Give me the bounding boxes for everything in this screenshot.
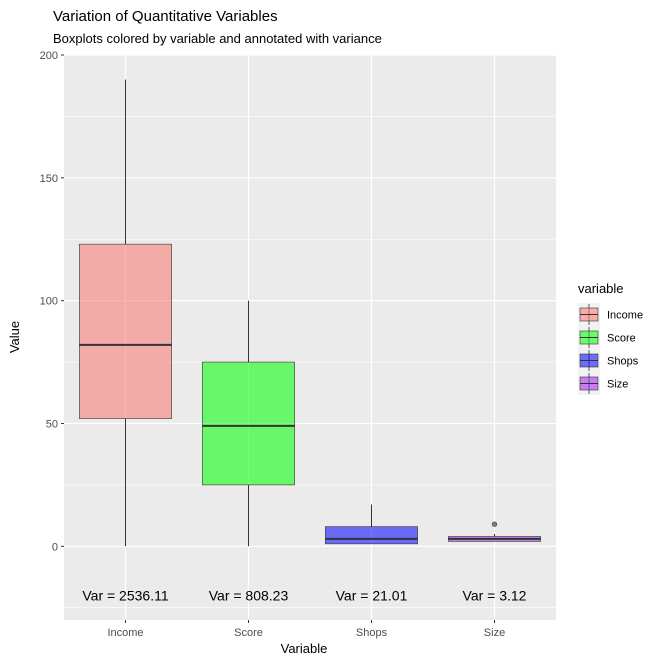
chart-subtitle: Boxplots colored by variable and annotat… <box>53 31 382 46</box>
legend-item-score: Score <box>578 326 636 349</box>
x-tick-label: Income <box>107 627 143 639</box>
variance-label: Var = 2536.11 <box>82 587 168 603</box>
chart-title: Variation of Quantitative Variables <box>53 8 278 25</box>
legend-label: Score <box>607 333 636 345</box>
variance-label: Var = 21.01 <box>336 587 408 603</box>
outlier-point <box>491 521 498 527</box>
x-axis-title: Variable <box>281 641 328 656</box>
x-axis: Income Score Shops Size <box>107 620 505 639</box>
legend-item-shops: Shops <box>578 349 639 372</box>
legend-label: Size <box>607 379 628 391</box>
y-axis-title: Value <box>7 321 22 353</box>
y-tick-label: 0 <box>52 541 58 553</box>
legend: variable Income Score Shops Size <box>578 281 643 395</box>
y-axis: 0 50 100 150 200 <box>40 50 64 553</box>
legend-label: Income <box>607 310 643 322</box>
legend-label: Shops <box>607 356 639 368</box>
box-body <box>325 526 418 545</box>
box-body <box>202 361 295 486</box>
legend-item-income: Income <box>578 303 643 326</box>
legend-title: variable <box>578 281 624 296</box>
x-tick-label: Score <box>234 627 263 639</box>
boxes <box>79 79 541 547</box>
box-body <box>79 243 172 419</box>
x-tick-label: Size <box>484 627 505 639</box>
legend-item-size: Size <box>578 372 628 395</box>
box-size <box>448 521 541 542</box>
x-tick-label: Shops <box>356 627 388 639</box>
y-tick-label: 150 <box>40 173 58 185</box>
box-shops <box>325 504 418 545</box>
box-score <box>202 300 295 547</box>
y-tick-label: 50 <box>46 418 58 430</box>
box-income <box>79 79 172 547</box>
variance-annotations: Var = 2536.11 Var = 808.23 Var = 21.01 Var … <box>82 587 526 603</box>
y-tick-label: 200 <box>40 50 58 62</box>
y-tick-label: 100 <box>40 296 58 308</box>
variance-label: Var = 3.12 <box>463 587 527 603</box>
variance-label: Var = 808.23 <box>209 587 289 603</box>
